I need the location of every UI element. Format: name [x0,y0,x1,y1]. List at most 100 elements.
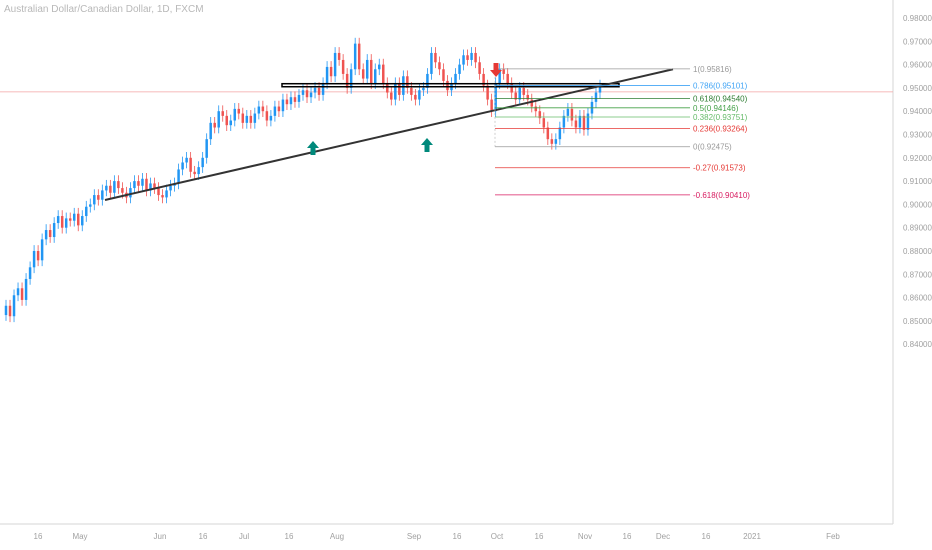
candle-body [113,181,116,193]
candle-body [253,113,257,123]
candle-body [265,111,269,121]
candle-body [161,195,164,198]
y-tick-label: 0.95000 [903,84,932,93]
y-tick-label: 0.96000 [903,61,932,70]
candle-body [522,87,525,95]
candle-body [538,111,542,119]
candle-body [297,94,301,102]
candle-body [386,83,389,93]
candle-body [365,59,369,79]
candle-body [249,115,253,123]
candle-body [269,115,273,121]
x-tick-label: Nov [578,532,592,541]
candle-body [414,94,417,100]
candle-body [514,92,517,100]
candle-body [418,90,421,100]
candle-body [434,52,437,63]
candle-body [530,99,534,107]
candle-body [157,188,160,196]
candle-body [534,106,538,112]
candle-body [141,178,144,186]
candle-body [353,43,357,70]
candle-body [341,59,345,74]
candle-body [181,162,184,170]
arrow-up-icon [307,141,319,155]
candle-body [32,251,36,268]
candle-body [586,113,590,130]
fib-level-label: -0.27(0.91573) [693,164,746,173]
candle-body [85,206,88,217]
x-tick-label: Aug [330,532,344,541]
candle-body [406,76,409,88]
candle-body [494,83,497,112]
candle-body [60,216,64,228]
y-tick-label: 0.87000 [903,270,932,279]
candle-body [241,113,245,123]
candle-body [20,288,24,300]
x-tick-label: 16 [702,532,711,541]
x-tick-label: Jun [154,532,167,541]
candle-body [313,87,317,93]
candle-body [101,190,104,200]
candle-body [205,139,208,158]
candle-body [458,64,461,74]
y-tick-label: 0.84000 [903,340,932,349]
candle-body [554,139,558,144]
candle-body [277,106,281,112]
candle-body [466,55,469,60]
y-tick-label: 0.91000 [903,177,932,186]
candle-body [446,80,449,91]
candle-body [93,195,96,205]
candle-body [382,64,385,84]
x-tick-label: Dec [656,532,670,541]
candle-body [546,127,550,140]
candle-body [185,157,188,163]
candle-body [422,87,425,91]
candle-body [337,52,341,60]
y-tick-label: 0.89000 [903,224,932,233]
candle-body [201,157,204,168]
candle-body [189,157,192,172]
candle-body [16,288,20,296]
y-tick-label: 0.88000 [903,247,932,256]
candle-body [390,92,393,100]
candle-body [373,69,377,84]
candle-body [193,171,196,175]
candle-body [289,97,293,105]
candle-body [36,251,40,261]
candle-body [169,185,172,191]
fib-level-label: 0.5(0.94146) [693,104,739,113]
candle-body [566,108,570,116]
fib-level-label: -0.618(0.90410) [693,191,750,200]
candle-body [598,85,602,93]
candle-body [233,108,237,121]
candle-body [257,106,261,114]
candle-body [197,167,200,175]
candle-body [8,305,12,317]
candle-body [177,169,180,184]
candle-body [550,139,554,144]
x-tick-label: Oct [491,532,504,541]
candle-body [430,52,433,74]
candle-body [486,85,489,100]
candle-body [68,218,72,221]
candle-body [574,120,578,128]
candle-body [369,59,373,84]
candle-body [510,83,513,93]
candle-body [64,218,68,228]
fib-level-label: 0.236(0.93264) [693,124,748,133]
candle-body [4,305,8,316]
y-tick-label: 0.97000 [903,37,932,46]
fib-level-label: 1(0.95816) [693,65,732,74]
x-tick-label: 16 [623,532,632,541]
candle-body [474,52,477,63]
candle-body [482,73,485,86]
y-tick-label: 0.92000 [903,154,932,163]
candle-body [153,183,156,189]
candle-body [225,115,228,126]
x-tick-label: 16 [199,532,208,541]
candle-body [245,115,249,123]
fib-level-label: 0(0.92475) [693,143,732,152]
candle-body [209,122,212,140]
